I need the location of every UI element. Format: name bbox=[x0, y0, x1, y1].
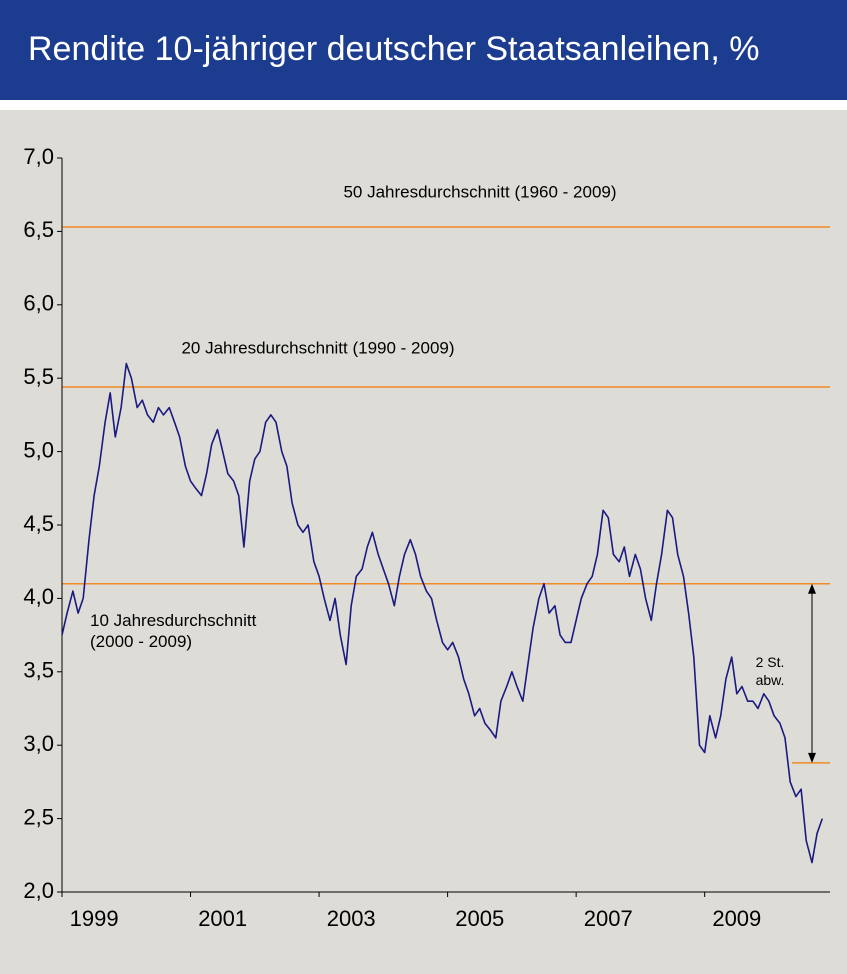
x-tick-label: 2005 bbox=[455, 906, 504, 931]
y-tick-label: 3,5 bbox=[23, 658, 54, 683]
annotation: 20 Jahresdurchschnitt (1990 - 2009) bbox=[181, 338, 454, 357]
y-tick-label: 6,0 bbox=[23, 291, 54, 316]
chart-title: Rendite 10-jähriger deutscher Staatsanle… bbox=[28, 30, 760, 68]
arrow-head bbox=[808, 583, 816, 594]
annotation: (2000 - 2009) bbox=[90, 632, 192, 651]
x-tick-label: 2007 bbox=[584, 906, 633, 931]
y-tick-label: 2,0 bbox=[23, 878, 54, 903]
plot-background bbox=[0, 110, 847, 974]
y-tick-label: 6,5 bbox=[23, 217, 54, 242]
title-banner: Rendite 10-jähriger deutscher Staatsanle… bbox=[0, 0, 847, 100]
y-tick-label: 4,0 bbox=[23, 584, 54, 609]
x-tick-label: 2001 bbox=[198, 906, 247, 931]
annotation: 50 Jahresdurchschnitt (1960 - 2009) bbox=[343, 182, 616, 201]
x-tick-label: 2009 bbox=[712, 906, 761, 931]
y-tick-label: 7,0 bbox=[23, 144, 54, 169]
annotation: 2 St. bbox=[756, 654, 785, 670]
arrow-head bbox=[808, 752, 816, 763]
y-tick-label: 5,5 bbox=[23, 364, 54, 389]
yield-line bbox=[61, 362, 824, 864]
annotation: abw. bbox=[756, 672, 785, 688]
x-tick-label: 1999 bbox=[70, 906, 119, 931]
y-tick-label: 5,0 bbox=[23, 437, 54, 462]
y-tick-label: 3,0 bbox=[23, 731, 54, 756]
x-tick-label: 2003 bbox=[327, 906, 376, 931]
y-tick-label: 4,5 bbox=[23, 511, 54, 536]
y-tick-label: 2,5 bbox=[23, 804, 54, 829]
annotation: 10 Jahresdurchschnitt bbox=[90, 611, 257, 630]
chart: 50 Jahresdurchschnitt (1960 - 2009) 20 Ja… bbox=[0, 110, 847, 974]
